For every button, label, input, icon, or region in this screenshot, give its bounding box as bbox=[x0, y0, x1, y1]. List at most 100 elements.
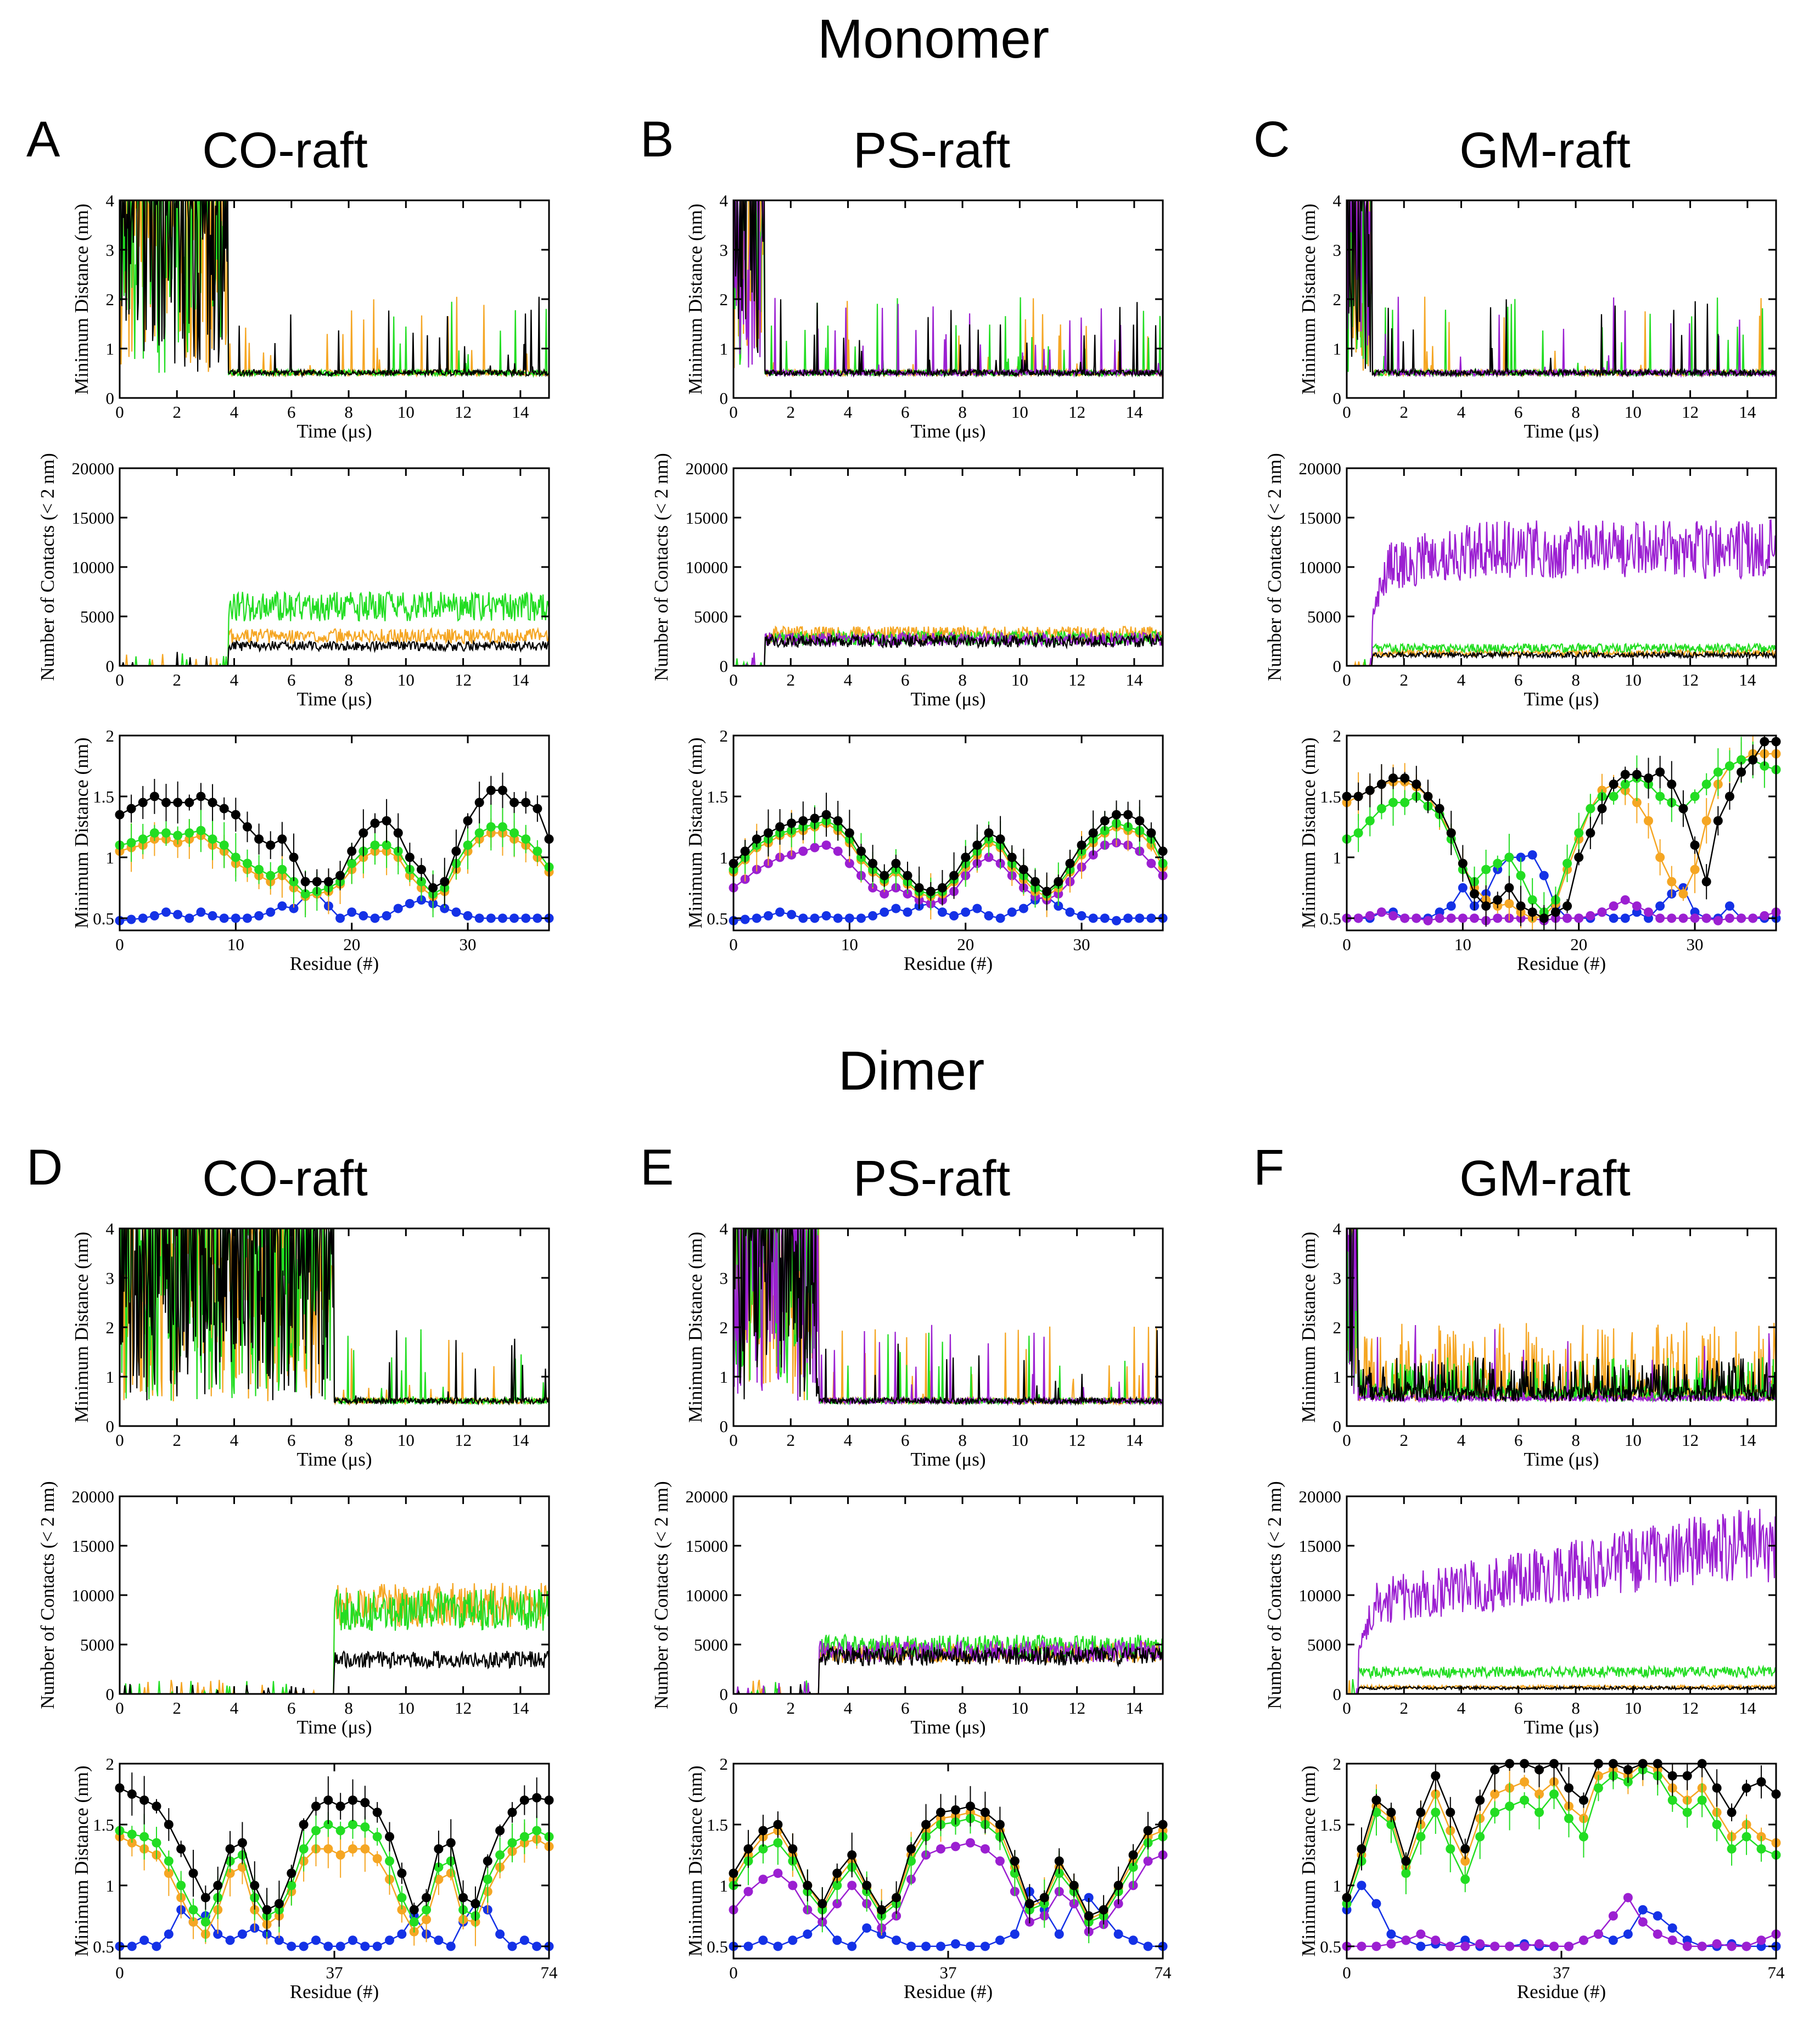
data-point-black bbox=[409, 1905, 419, 1915]
data-point-black bbox=[213, 1881, 223, 1890]
x-tick-label: 14 bbox=[1739, 670, 1756, 689]
data-point-black bbox=[1099, 1905, 1108, 1915]
data-point-blue bbox=[1054, 1929, 1064, 1939]
data-point-blue bbox=[474, 913, 484, 923]
data-point-green bbox=[139, 1832, 149, 1842]
data-point-black bbox=[1655, 767, 1665, 777]
y-axis-label: Minimum Distance (nm) bbox=[71, 1232, 92, 1423]
data-point-black bbox=[1678, 804, 1688, 813]
series-black bbox=[1342, 736, 1781, 930]
data-point-blue bbox=[758, 1935, 768, 1945]
x-axis-label: Residue (#) bbox=[904, 1981, 993, 2002]
data-point-blue bbox=[397, 1929, 407, 1939]
data-point-blue bbox=[1609, 913, 1619, 923]
data-point-black bbox=[347, 846, 357, 856]
data-point-black bbox=[1667, 779, 1677, 789]
data-point-purple bbox=[1563, 913, 1572, 923]
data-point-blue bbox=[359, 911, 368, 921]
x-tick-label: 14 bbox=[512, 670, 529, 689]
data-point-blue bbox=[787, 910, 797, 919]
data-point-blue bbox=[237, 1929, 247, 1939]
series-line-black bbox=[1347, 1684, 1777, 1695]
data-point-green bbox=[521, 834, 531, 844]
plot-frame bbox=[119, 734, 550, 931]
data-point-purple bbox=[1446, 913, 1456, 923]
data-point-green bbox=[1564, 1814, 1573, 1823]
data-point-black bbox=[1727, 1808, 1737, 1817]
x-tick-label: 4 bbox=[230, 1698, 239, 1718]
data-point-black bbox=[434, 1844, 444, 1854]
y-tick-label: 5000 bbox=[80, 1635, 114, 1654]
data-point-black bbox=[995, 834, 1005, 844]
data-point-orange bbox=[1678, 889, 1688, 899]
data-point-blue bbox=[995, 913, 1005, 923]
data-point-orange bbox=[397, 1905, 407, 1915]
data-point-green bbox=[532, 1826, 542, 1836]
series-line-black bbox=[733, 1227, 1163, 1406]
data-point-orange bbox=[422, 1915, 432, 1924]
x-tick-label: 37 bbox=[326, 1963, 343, 1982]
data-point-blue bbox=[370, 913, 380, 923]
series-line-green bbox=[1347, 642, 1777, 667]
data-point-black bbox=[1690, 840, 1700, 850]
data-point-black bbox=[847, 1850, 857, 1860]
data-point-black bbox=[1024, 1899, 1034, 1909]
data-point-green bbox=[1505, 1802, 1515, 1811]
data-point-blue bbox=[463, 911, 473, 921]
y-tick-label: 15000 bbox=[72, 1536, 115, 1556]
data-point-blue bbox=[1100, 913, 1110, 923]
data-point-blue bbox=[803, 1929, 813, 1939]
x-tick-label: 0 bbox=[115, 1430, 124, 1450]
data-point-purple bbox=[984, 852, 994, 862]
x-tick-label: 8 bbox=[344, 1430, 353, 1450]
y-axis-label: Minimum Distance (nm) bbox=[685, 737, 706, 928]
data-point-purple bbox=[1458, 913, 1468, 923]
data-point-black bbox=[1353, 792, 1363, 801]
data-point-blue bbox=[152, 1941, 161, 1951]
series-purple bbox=[729, 1838, 1168, 1937]
y-tick-label: 0.5 bbox=[93, 1937, 114, 1956]
data-point-green bbox=[173, 830, 183, 840]
data-point-green bbox=[1376, 804, 1386, 813]
data-point-blue bbox=[521, 913, 531, 923]
data-point-blue bbox=[847, 1941, 857, 1951]
series-line-purple bbox=[733, 630, 1164, 667]
data-point-black bbox=[471, 1899, 480, 1909]
x-tick-label: 10 bbox=[1454, 935, 1471, 954]
y-tick-label: 20000 bbox=[72, 1487, 115, 1506]
data-point-orange bbox=[1460, 1856, 1470, 1866]
data-point-black bbox=[880, 871, 889, 880]
data-point-black bbox=[1054, 877, 1063, 886]
data-point-green bbox=[1609, 792, 1619, 801]
panel-title: GM-raft bbox=[1459, 1151, 1631, 1207]
x-tick-label: 0 bbox=[729, 935, 738, 954]
data-point-purple bbox=[1376, 907, 1386, 917]
y-tick-label: 1.5 bbox=[1320, 1815, 1341, 1834]
data-point-black bbox=[1667, 1771, 1677, 1781]
data-point-black bbox=[422, 1893, 432, 1903]
data-point-green bbox=[208, 834, 217, 844]
panel-title: PS-raft bbox=[853, 1151, 1010, 1207]
x-axis-label: Time (μs) bbox=[296, 1716, 372, 1738]
y-tick-label: 1.5 bbox=[707, 787, 728, 806]
series-black bbox=[729, 793, 1168, 911]
y-axis-label: Number of Contacts (< 2 nm) bbox=[651, 1481, 672, 1709]
data-point-black bbox=[995, 1820, 1005, 1830]
data-point-black bbox=[521, 798, 531, 807]
y-tick-label: 15000 bbox=[1299, 1536, 1342, 1556]
x-tick-label: 0 bbox=[1342, 935, 1351, 954]
y-tick-label: 20000 bbox=[1299, 1487, 1342, 1506]
x-tick-label: 6 bbox=[287, 670, 296, 689]
data-point-black bbox=[250, 1881, 260, 1890]
data-point-green bbox=[360, 1822, 370, 1832]
x-tick-label: 4 bbox=[1457, 1430, 1466, 1450]
data-point-green bbox=[758, 1844, 768, 1854]
data-point-purple bbox=[1608, 1911, 1618, 1921]
data-point-orange bbox=[1490, 1789, 1500, 1799]
y-tick-label: 2 bbox=[1333, 1754, 1342, 1774]
data-point-purple bbox=[788, 1881, 798, 1890]
x-axis-label: Time (μs) bbox=[296, 1449, 372, 1470]
data-point-black bbox=[149, 792, 159, 801]
series-line-black bbox=[120, 638, 550, 667]
x-axis-label: Time (μs) bbox=[1524, 1449, 1599, 1470]
